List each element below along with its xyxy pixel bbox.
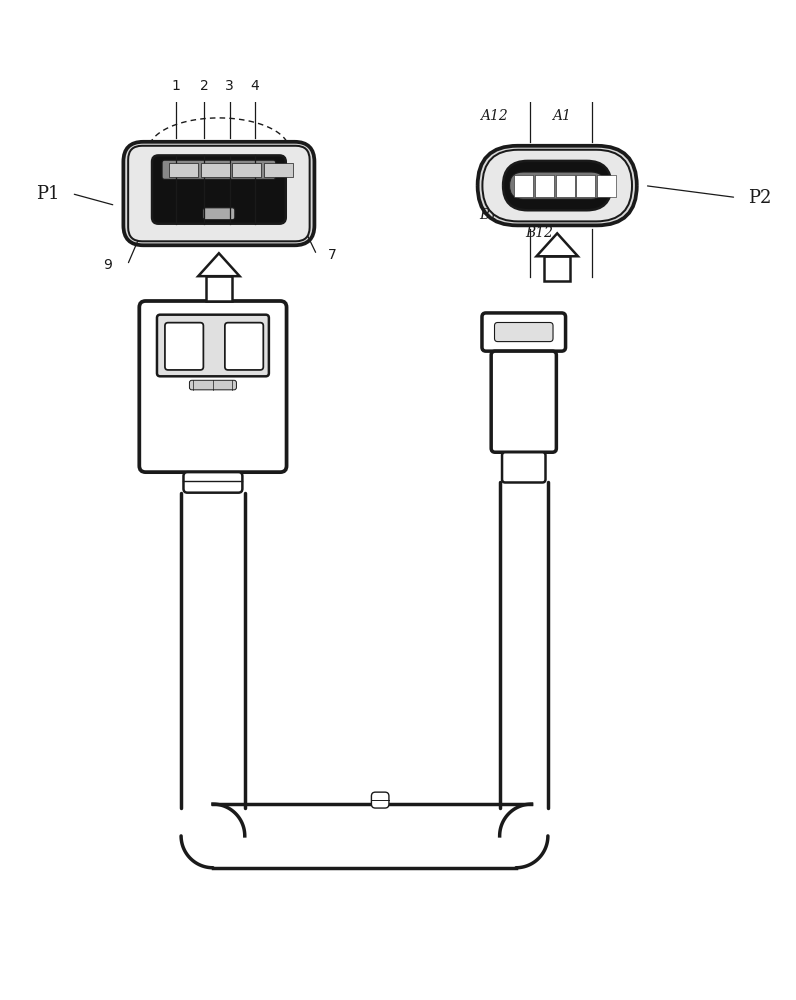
Text: A12: A12 [480, 109, 507, 123]
FancyBboxPatch shape [482, 313, 565, 351]
Bar [576, 175, 595, 197]
FancyBboxPatch shape [503, 161, 611, 210]
Polygon shape [205, 276, 232, 301]
Text: B1: B1 [479, 208, 498, 222]
Bar [535, 175, 554, 197]
FancyBboxPatch shape [494, 322, 553, 342]
Bar [514, 175, 533, 197]
Polygon shape [537, 233, 578, 256]
FancyBboxPatch shape [502, 452, 545, 482]
FancyBboxPatch shape [224, 323, 263, 370]
FancyBboxPatch shape [491, 351, 556, 452]
FancyBboxPatch shape [372, 792, 389, 808]
Bar [263, 163, 293, 177]
Bar [201, 163, 230, 177]
FancyBboxPatch shape [157, 315, 269, 376]
Text: 4: 4 [251, 79, 259, 93]
Text: 2: 2 [200, 79, 209, 93]
Text: 7: 7 [329, 248, 337, 262]
Bar [170, 163, 198, 177]
Text: P2: P2 [748, 189, 772, 207]
Text: P1: P1 [36, 185, 60, 203]
FancyBboxPatch shape [478, 146, 637, 225]
FancyBboxPatch shape [123, 142, 314, 245]
Text: 3: 3 [225, 79, 234, 93]
Text: A1: A1 [552, 109, 571, 123]
Polygon shape [198, 253, 240, 276]
Bar [232, 163, 261, 177]
Bar [556, 175, 575, 197]
FancyBboxPatch shape [152, 155, 286, 224]
Bar [597, 175, 616, 197]
FancyBboxPatch shape [162, 160, 275, 179]
Text: 1: 1 [172, 79, 181, 93]
Polygon shape [544, 256, 571, 281]
FancyBboxPatch shape [203, 208, 235, 220]
FancyBboxPatch shape [128, 146, 310, 241]
FancyBboxPatch shape [509, 172, 605, 199]
Text: 9: 9 [103, 258, 112, 272]
FancyBboxPatch shape [139, 301, 287, 472]
FancyBboxPatch shape [165, 323, 204, 370]
Text: B12: B12 [525, 226, 554, 240]
FancyBboxPatch shape [189, 380, 236, 390]
FancyBboxPatch shape [482, 150, 632, 221]
FancyBboxPatch shape [183, 472, 242, 493]
